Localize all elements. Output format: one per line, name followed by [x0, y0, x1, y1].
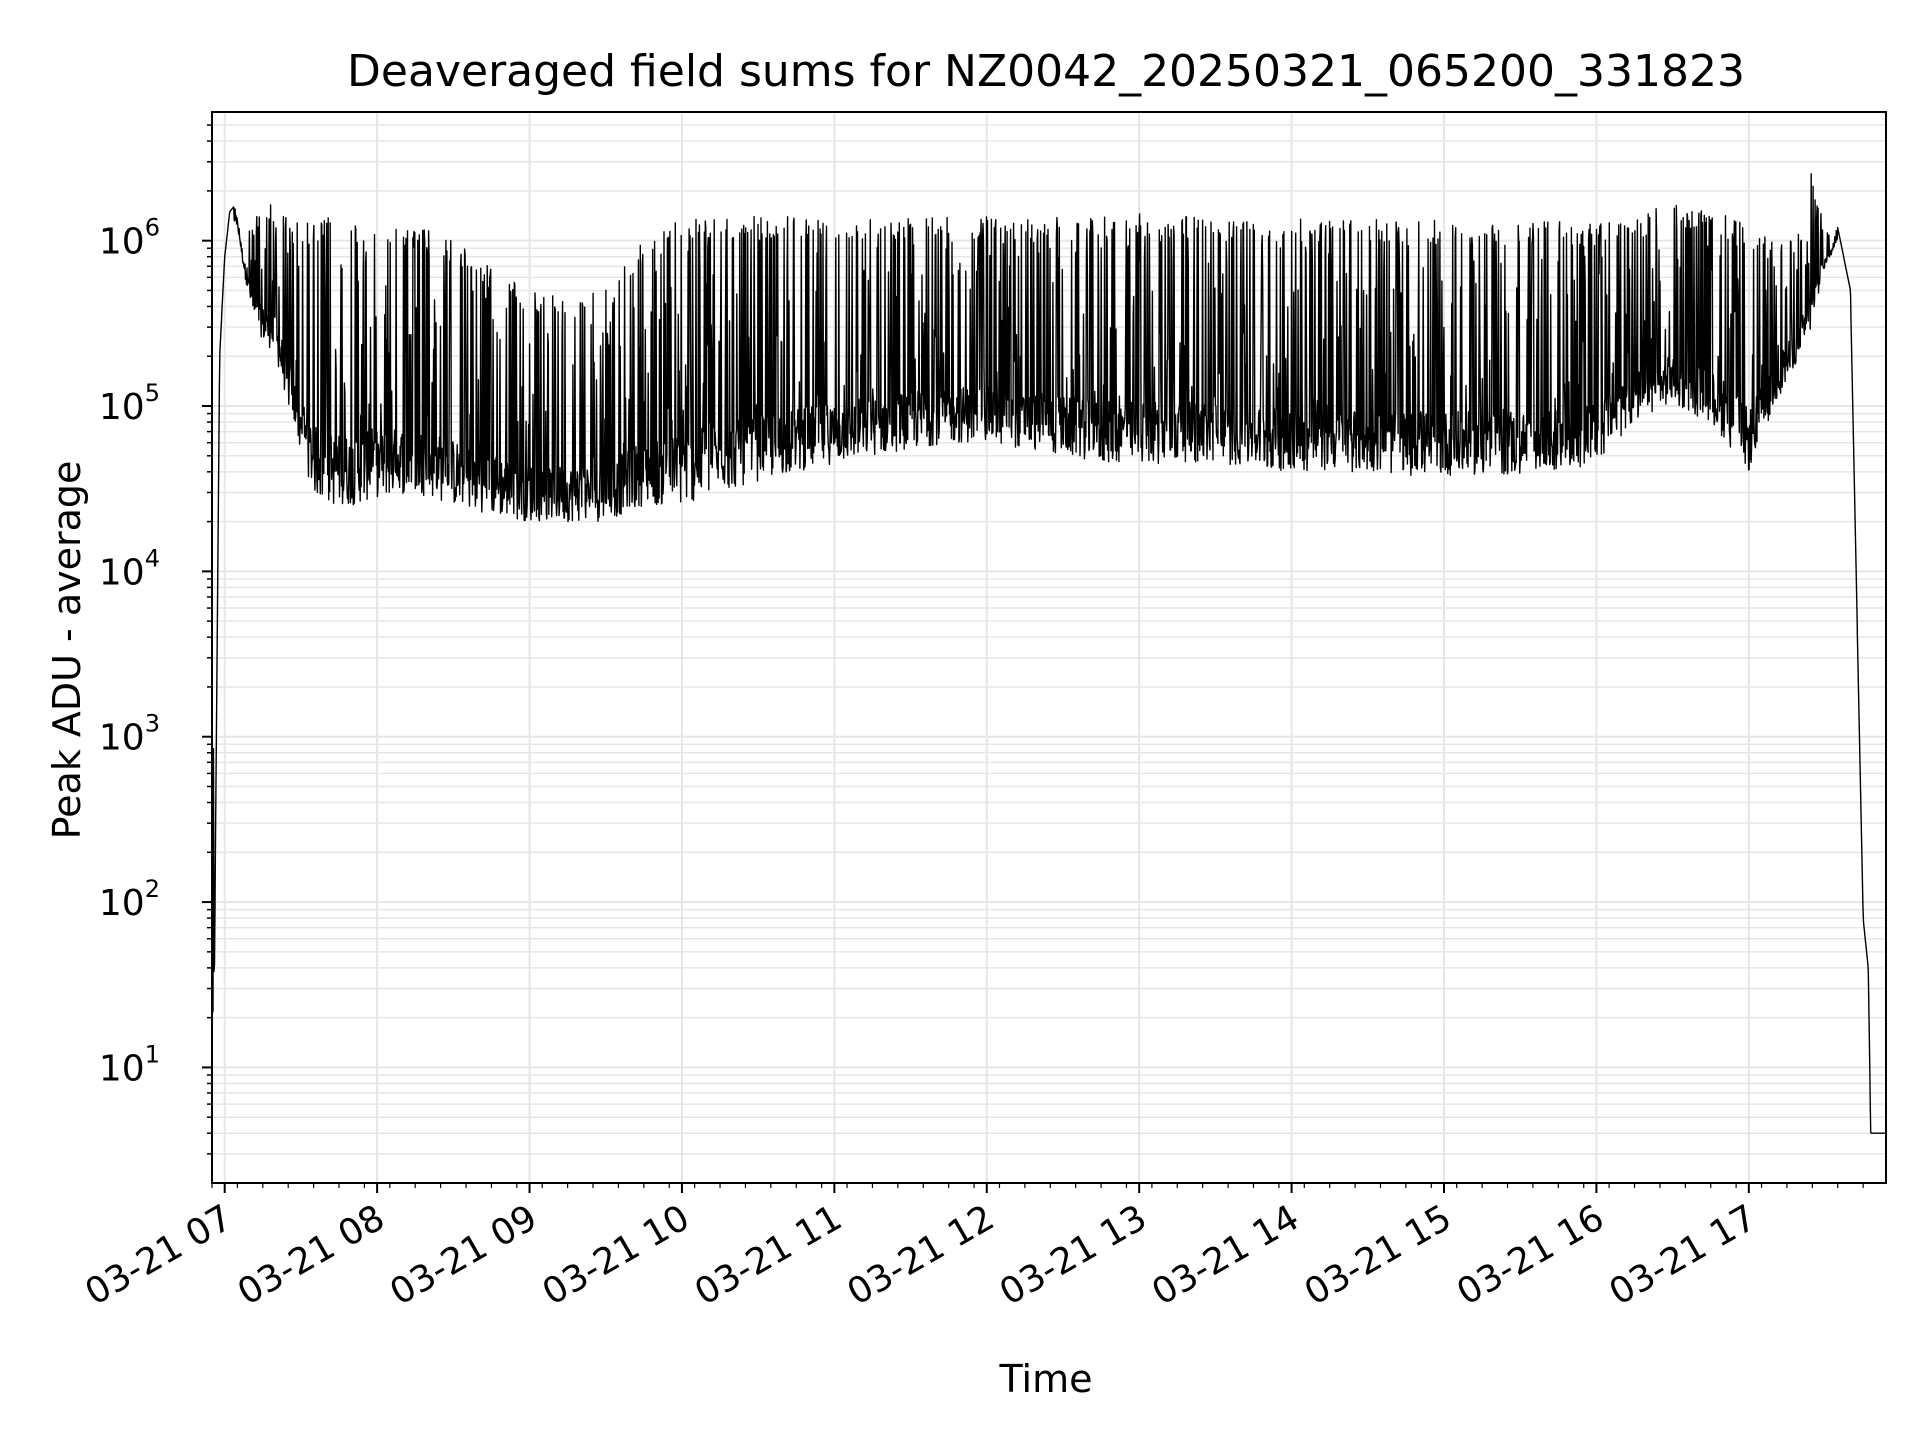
x-tick-label: 03-21 13 [993, 1197, 1154, 1313]
series-path [211, 173, 1887, 1134]
x-axis-label: Time [999, 1357, 1093, 1401]
y-tick-label: 103 [99, 710, 160, 759]
y-tick-label: 102 [99, 875, 160, 924]
x-tick-label: 03-21 07 [79, 1197, 240, 1313]
x-tick-label: 03-21 08 [231, 1197, 392, 1313]
x-tick-label: 03-21 14 [1145, 1197, 1306, 1313]
plot-frame [211, 111, 1887, 1184]
y-tick-exponent: 6 [145, 214, 160, 242]
y-tick-exponent: 2 [145, 875, 160, 903]
x-tick-label: 03-21 15 [1298, 1197, 1459, 1313]
y-tick-label: 105 [99, 379, 160, 428]
y-tick-label: 101 [99, 1040, 160, 1089]
y-tick-label: 106 [99, 214, 160, 263]
y-tick-exponent: 4 [145, 544, 160, 572]
x-tick-label: 03-21 16 [1450, 1197, 1611, 1313]
y-tick-exponent: 5 [145, 379, 160, 407]
x-tick-label: 03-21 09 [383, 1197, 544, 1313]
y-tick-exponent: 3 [145, 710, 160, 738]
x-tick-label: 03-21 10 [536, 1197, 697, 1313]
x-tick-label: 03-21 12 [841, 1197, 1002, 1313]
x-tick-label: 03-21 11 [688, 1197, 849, 1313]
y-tick-exponent: 1 [145, 1040, 160, 1068]
x-tick-label: 03-21 17 [1603, 1197, 1764, 1313]
y-axis-label: Peak ADU - average [45, 461, 89, 840]
y-axis: 101 102 103 104 105 106 [99, 124, 212, 1155]
y-tick-label: 104 [99, 544, 160, 593]
series-line [211, 173, 1887, 1134]
chart-title: Deaveraged field sums for NZ0042_2025032… [347, 46, 1745, 97]
